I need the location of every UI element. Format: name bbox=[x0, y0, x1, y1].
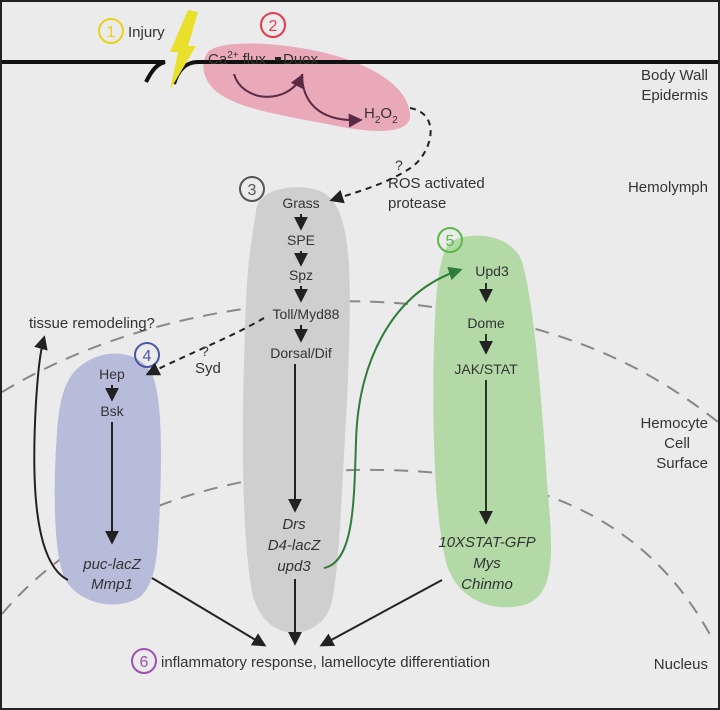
compartment-hemocyte: Hemocyte bbox=[640, 415, 708, 432]
jak-upd3: Upd3 bbox=[475, 263, 509, 279]
toll-target-d4lacz: D4-lacZ bbox=[268, 537, 321, 554]
jnk-bsk: Bsk bbox=[100, 403, 124, 419]
toll-grass: Grass bbox=[282, 195, 319, 211]
duox-label: Duox bbox=[283, 51, 319, 68]
compartment-surface: Surface bbox=[656, 455, 708, 472]
step-2-number: 2 bbox=[269, 18, 278, 35]
compartment-body-wall: Body Wall bbox=[641, 67, 708, 84]
jnk-to-outcome-arrow bbox=[151, 577, 267, 647]
toll-spz: Spz bbox=[289, 267, 313, 283]
compartment-nucleus: Nucleus bbox=[654, 656, 708, 673]
ros-dashed-arrow bbox=[329, 107, 432, 204]
syd-question: ? bbox=[201, 343, 209, 359]
step-6-circle bbox=[131, 648, 157, 674]
jnk-pathway-blob bbox=[54, 353, 162, 605]
upd3-secretion-arrow bbox=[323, 266, 463, 569]
step-5-circle bbox=[437, 227, 463, 253]
cell-membrane-boundary bbox=[2, 300, 718, 423]
jak-jakstat: JAK/STAT bbox=[454, 361, 518, 377]
toll-target-drs: Drs bbox=[282, 516, 306, 533]
compartment-epidermis: Epidermis bbox=[641, 87, 708, 104]
jnk-hep: Hep bbox=[99, 366, 125, 382]
mmp1-to-remodeling-arrow bbox=[33, 335, 69, 581]
step-1-number: 1 bbox=[107, 24, 116, 41]
syd-label: Syd bbox=[195, 360, 221, 377]
step-6-number: 6 bbox=[140, 654, 149, 671]
lightning-bolt-icon bbox=[170, 10, 198, 90]
step-4-number: 4 bbox=[143, 348, 152, 365]
step-3-circle bbox=[239, 176, 265, 202]
step-3-number: 3 bbox=[248, 182, 257, 199]
ca-to-duox-arrow bbox=[233, 73, 304, 98]
ca-flux-label: Ca2+ flux bbox=[208, 50, 266, 68]
ros-label-line2: protease bbox=[388, 195, 446, 212]
jak-dome: Dome bbox=[467, 315, 505, 331]
ros-question: ? bbox=[395, 157, 403, 173]
step-2-circle bbox=[260, 12, 286, 38]
h2o2-label: H2O2 bbox=[364, 105, 398, 126]
jak-stat-pathway-blob bbox=[433, 235, 552, 608]
syd-dashed-arrow bbox=[145, 317, 265, 376]
toll-spe: SPE bbox=[287, 232, 315, 248]
ca-duox-link bbox=[275, 57, 281, 61]
toll-myd88: Toll/Myd88 bbox=[273, 306, 340, 322]
jak-target-stat-gfp: 10XSTAT-GFP bbox=[438, 534, 535, 551]
outcome-label: inflammatory response, lamellocyte diffe… bbox=[161, 654, 490, 671]
jak-target-chinmo: Chinmo bbox=[461, 576, 513, 593]
toll-target-upd3: upd3 bbox=[277, 558, 311, 575]
duox-to-h2o2-arrow bbox=[301, 73, 363, 128]
step-5-number: 5 bbox=[446, 233, 455, 250]
injury-label: Injury bbox=[128, 24, 165, 41]
jnk-target-mmp1: Mmp1 bbox=[91, 576, 133, 593]
tissue-remodeling-label: tissue remodeling? bbox=[29, 315, 155, 332]
toll-pathway-blob bbox=[242, 187, 350, 633]
compartment-cell: Cell bbox=[664, 435, 690, 452]
body-wall-line-left bbox=[2, 60, 166, 83]
epidermis-blob bbox=[203, 43, 411, 131]
jnk-target-puc: puc-lacZ bbox=[82, 556, 141, 573]
jak-to-outcome-arrow bbox=[319, 579, 443, 647]
ros-label-line1: ROS activated bbox=[388, 175, 485, 192]
step-1-circle bbox=[98, 18, 124, 44]
toll-dorsal-dif: Dorsal/Dif bbox=[270, 345, 332, 361]
compartment-hemolymph: Hemolymph bbox=[628, 179, 708, 196]
jak-target-mys: Mys bbox=[473, 555, 501, 572]
